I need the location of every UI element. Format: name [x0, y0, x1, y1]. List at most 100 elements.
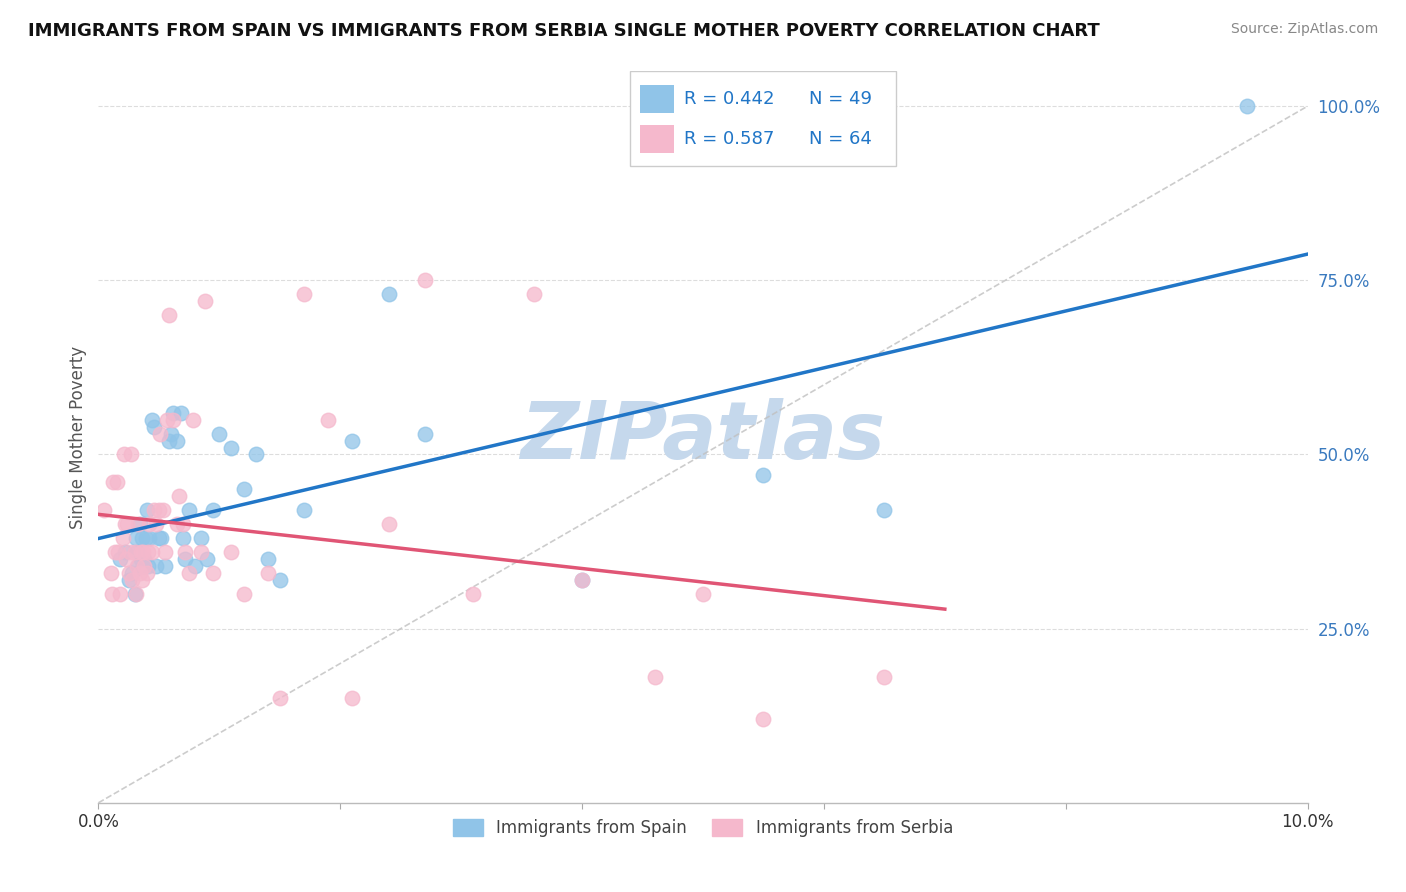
- Point: [141, 412, 163, 426]
- Point: [166, 434, 188, 448]
- Point: [269, 573, 291, 587]
- Point: [127, 517, 149, 532]
- Point: [316, 412, 339, 426]
- Point: [202, 503, 225, 517]
- Point: [166, 517, 188, 532]
- Point: [157, 308, 180, 322]
- Point: [692, 587, 714, 601]
- Point: [138, 531, 160, 545]
- Point: [129, 545, 152, 559]
- Point: [413, 273, 436, 287]
- Point: [153, 558, 176, 573]
- Point: [202, 566, 225, 580]
- Point: [150, 531, 173, 545]
- Point: [245, 448, 267, 462]
- Text: N = 64: N = 64: [810, 130, 872, 148]
- Point: [162, 406, 184, 420]
- Point: [115, 552, 138, 566]
- Point: [145, 558, 167, 573]
- Point: [342, 434, 364, 448]
- Point: [208, 426, 231, 441]
- Point: [121, 573, 143, 587]
- Point: [108, 587, 131, 601]
- Point: [292, 287, 315, 301]
- FancyBboxPatch shape: [640, 126, 673, 153]
- Point: [104, 545, 127, 559]
- Point: [157, 434, 180, 448]
- Point: [148, 531, 170, 545]
- Point: [124, 587, 146, 601]
- Point: [169, 489, 191, 503]
- Point: [256, 566, 278, 580]
- Point: [873, 503, 896, 517]
- Point: [127, 558, 149, 573]
- Point: [141, 545, 163, 559]
- Point: [114, 545, 136, 559]
- FancyBboxPatch shape: [630, 71, 897, 167]
- Point: [125, 587, 148, 601]
- Point: [1236, 99, 1258, 113]
- Point: [143, 503, 166, 517]
- Point: [752, 712, 775, 726]
- Point: [136, 545, 159, 559]
- Point: [100, 566, 122, 580]
- Point: [156, 412, 179, 426]
- FancyBboxPatch shape: [640, 86, 673, 113]
- Point: [174, 552, 197, 566]
- Point: [121, 566, 143, 580]
- Point: [571, 573, 593, 587]
- Point: [131, 573, 153, 587]
- Point: [644, 670, 666, 684]
- Point: [135, 503, 157, 517]
- Point: [105, 475, 128, 490]
- Point: [118, 545, 141, 559]
- Text: R = 0.442: R = 0.442: [683, 90, 775, 108]
- Point: [117, 517, 139, 532]
- Point: [128, 566, 150, 580]
- Point: [463, 587, 485, 601]
- Point: [108, 552, 131, 566]
- Text: Source: ZipAtlas.com: Source: ZipAtlas.com: [1230, 22, 1378, 37]
- Point: [114, 517, 136, 532]
- Point: [128, 517, 150, 532]
- Point: [143, 419, 166, 434]
- Point: [256, 552, 278, 566]
- Text: N = 49: N = 49: [810, 90, 872, 108]
- Point: [179, 566, 201, 580]
- Point: [134, 558, 156, 573]
- Point: [132, 545, 155, 559]
- Point: [160, 426, 183, 441]
- Point: [162, 412, 184, 426]
- Legend: Immigrants from Spain, Immigrants from Serbia: Immigrants from Spain, Immigrants from S…: [444, 811, 962, 846]
- Point: [172, 517, 194, 532]
- Point: [100, 587, 122, 601]
- Point: [172, 531, 194, 545]
- Point: [194, 294, 217, 309]
- Point: [145, 517, 167, 532]
- Point: [149, 426, 172, 441]
- Point: [181, 412, 204, 426]
- Point: [377, 287, 399, 301]
- Point: [118, 573, 141, 587]
- Point: [752, 468, 775, 483]
- Point: [190, 545, 212, 559]
- Point: [342, 691, 364, 706]
- Point: [132, 558, 155, 573]
- Point: [107, 545, 129, 559]
- Point: [377, 517, 399, 532]
- Point: [152, 503, 174, 517]
- Point: [135, 531, 157, 545]
- Point: [135, 566, 157, 580]
- Point: [190, 531, 212, 545]
- Point: [125, 531, 148, 545]
- Point: [184, 558, 207, 573]
- Point: [174, 545, 197, 559]
- Point: [413, 426, 436, 441]
- Point: [523, 287, 546, 301]
- Point: [153, 545, 176, 559]
- Point: [179, 503, 201, 517]
- Point: [120, 448, 142, 462]
- Point: [221, 441, 243, 455]
- Point: [129, 552, 152, 566]
- Point: [221, 545, 243, 559]
